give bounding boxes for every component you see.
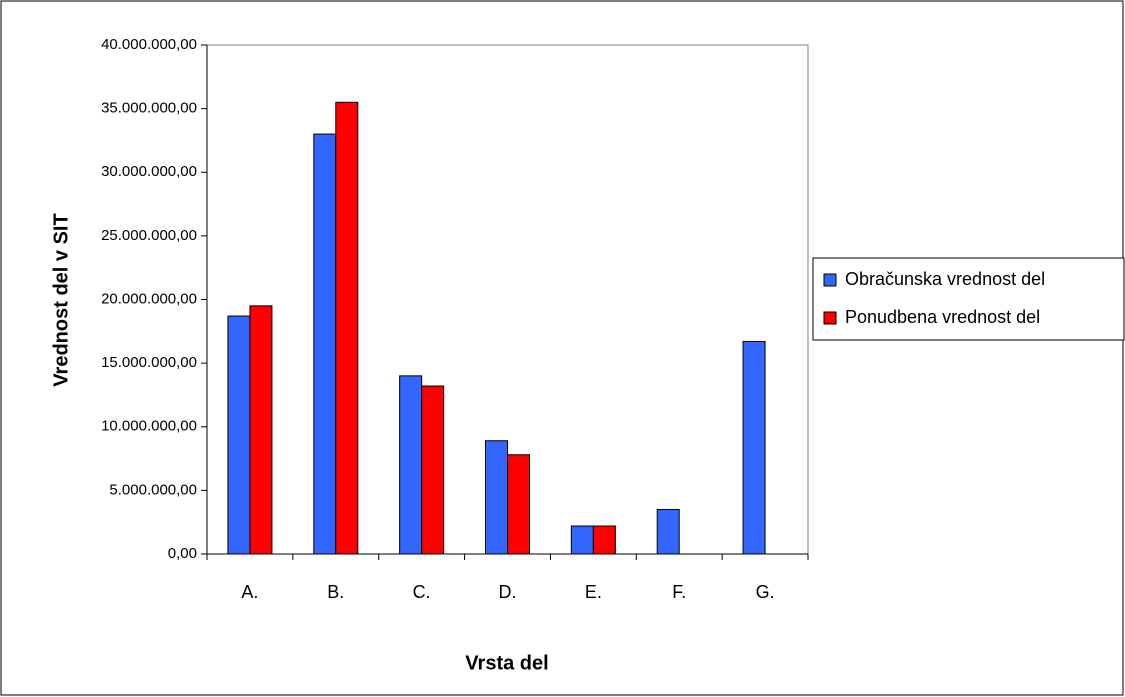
x-tick-label: E. <box>585 582 602 602</box>
x-tick-label: D. <box>499 582 517 602</box>
x-axis-title: Vrsta del <box>465 652 548 674</box>
y-tick-label: 0,00 <box>168 545 197 562</box>
y-tick-label: 20.000.000,00 <box>101 290 197 307</box>
bar <box>421 385 445 555</box>
y-tick-label: 25.000.000,00 <box>101 227 197 244</box>
legend-label: Obračunska vrednost del <box>845 269 1045 289</box>
bar <box>592 525 616 555</box>
legend <box>812 257 1125 341</box>
bar <box>227 315 251 555</box>
bar <box>249 305 273 555</box>
x-tick-label: A. <box>241 582 258 602</box>
y-tick-label: 40.000.000,00 <box>101 36 197 53</box>
bar <box>485 440 508 555</box>
legend-swatch <box>823 273 837 287</box>
y-tick-label: 15.000.000,00 <box>101 354 197 371</box>
y-tick-label: 35.000.000,00 <box>101 100 197 117</box>
x-tick-label: C. <box>413 582 431 602</box>
bar <box>656 508 680 555</box>
y-tick-label: 5.000.000,00 <box>109 481 197 498</box>
x-tick-label: F. <box>672 582 686 602</box>
bar <box>507 454 530 555</box>
bar <box>313 133 337 555</box>
bar <box>570 525 594 555</box>
legend-swatch <box>823 311 837 325</box>
y-tick-label: 30.000.000,00 <box>101 163 197 180</box>
bar <box>742 340 766 555</box>
x-tick-label: G. <box>756 582 775 602</box>
bar <box>399 375 423 555</box>
legend-label: Ponudbena vrednost del <box>845 307 1040 327</box>
x-tick-label: B. <box>327 582 344 602</box>
bar <box>335 101 359 555</box>
y-axis-title: Vrednost del v SIT <box>50 213 72 386</box>
y-tick-label: 10.000.000,00 <box>101 418 197 435</box>
